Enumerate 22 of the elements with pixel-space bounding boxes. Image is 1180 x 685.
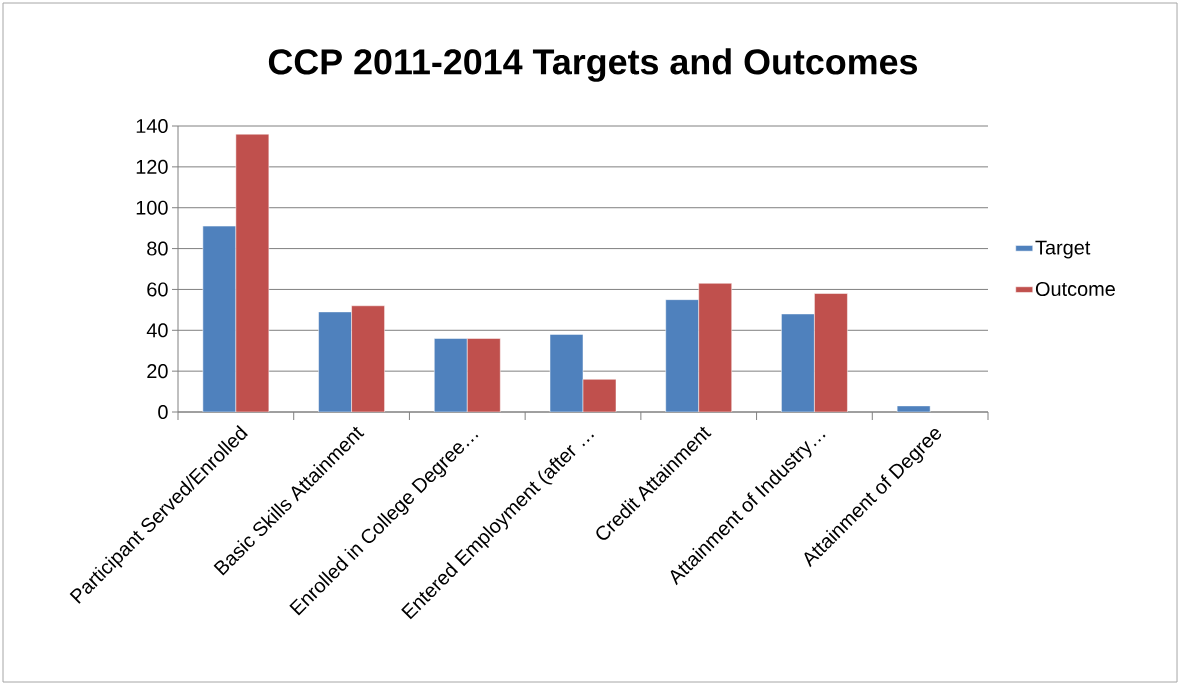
bar — [235, 133, 270, 413]
y-tick-label: 120 — [136, 159, 168, 174]
bar — [467, 338, 501, 413]
y-tick-label: 100 — [136, 200, 168, 215]
bar — [351, 305, 385, 413]
bar — [434, 338, 468, 413]
bar — [698, 283, 732, 413]
legend-label: Outcome — [1035, 281, 1115, 296]
bar — [202, 225, 237, 413]
bar — [665, 299, 699, 413]
y-tick-label: 0 — [158, 404, 168, 420]
y-tick-label: 40 — [146, 323, 168, 338]
chart-title: CCP 2011-2014 Targets and Outcomes — [268, 48, 918, 82]
y-tick-label: 60 — [147, 282, 168, 297]
legend-label: Target — [1035, 240, 1091, 259]
bar — [549, 334, 584, 413]
bar — [781, 313, 815, 413]
y-tick-label: 80 — [147, 241, 168, 256]
y-tick-label: 20 — [147, 364, 168, 379]
bar — [814, 293, 848, 413]
y-tick-label: 140 — [136, 118, 168, 134]
bar — [318, 311, 352, 413]
